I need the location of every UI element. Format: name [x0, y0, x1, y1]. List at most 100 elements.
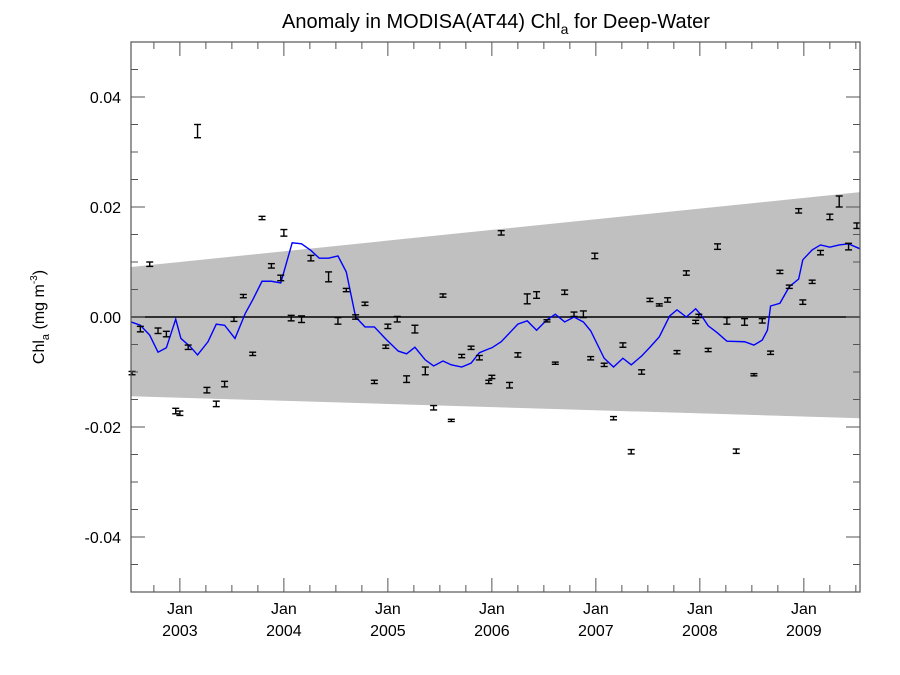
data-point	[551, 361, 559, 365]
x-tick-label-month: Jan	[687, 601, 713, 618]
data-point	[287, 314, 295, 322]
data-point	[488, 374, 496, 380]
y-axis-label: Chla (mg m-3)	[29, 270, 52, 364]
y-tick-label: 0.00	[90, 310, 121, 327]
data-point	[221, 380, 229, 388]
confidence-band	[131, 192, 860, 419]
x-tick-label-month: Jan	[583, 601, 609, 618]
data-point	[194, 123, 202, 139]
data-point	[136, 325, 144, 333]
data-point	[591, 252, 599, 260]
data-point	[280, 228, 288, 237]
data-point	[533, 291, 541, 299]
data-point	[682, 270, 690, 276]
data-point	[249, 351, 257, 357]
x-tick-label-year: 2007	[578, 623, 614, 640]
data-point	[638, 369, 646, 375]
y-tick-label: 0.04	[90, 90, 121, 107]
data-point	[514, 352, 522, 358]
data-point	[646, 297, 654, 303]
data-point	[750, 372, 758, 377]
data-point	[853, 222, 861, 230]
data-point	[826, 213, 834, 221]
data-point	[298, 315, 306, 324]
data-point	[382, 344, 390, 350]
data-point	[361, 301, 369, 307]
data-point	[610, 415, 618, 421]
x-tick-label-year: 2005	[370, 623, 406, 640]
x-tick-label-month: Jan	[167, 601, 193, 618]
data-point	[430, 404, 438, 411]
data-point	[203, 386, 211, 394]
data-point	[334, 316, 342, 325]
data-point	[785, 284, 793, 290]
data-point	[816, 249, 824, 256]
data-point	[307, 254, 315, 262]
x-tick-label-month: Jan	[791, 601, 817, 618]
data-point	[587, 355, 595, 361]
data-point	[403, 375, 411, 384]
data-point	[845, 242, 853, 251]
data-point	[714, 243, 722, 251]
data-point	[795, 207, 803, 214]
axes-layer: 0.04 0.02 0.00 -0.02 -0.04 Jan 2003 Jan 2004 Jan 2…	[85, 41, 861, 640]
data-point	[230, 316, 238, 323]
data-point	[732, 448, 740, 455]
data-point	[475, 354, 483, 361]
data-point	[776, 269, 784, 275]
data-point	[154, 327, 162, 335]
data-point	[543, 319, 551, 323]
data-point	[561, 289, 569, 296]
data-point	[692, 319, 700, 325]
data-point	[184, 344, 192, 351]
data-point	[212, 400, 220, 408]
data-point	[808, 279, 816, 285]
data-point	[277, 274, 285, 282]
y-tick-label: 0.02	[90, 200, 121, 217]
data-point	[767, 350, 775, 356]
x-tick-label-year: 2003	[162, 623, 198, 640]
data-point	[655, 303, 663, 307]
x-tick-label-month: Jan	[271, 601, 297, 618]
data-point	[370, 379, 378, 385]
data-point	[162, 330, 170, 338]
data-point	[485, 379, 493, 385]
data-point	[704, 347, 712, 353]
x-tick-label-month: Jan	[375, 601, 401, 618]
data-point	[411, 324, 419, 334]
data-point	[342, 287, 350, 293]
errorbar-layer	[128, 123, 861, 455]
data-point	[627, 448, 635, 455]
data-point	[664, 297, 672, 303]
data-point	[723, 316, 731, 325]
band-layer	[131, 192, 860, 419]
x-tick-label-year: 2008	[682, 623, 718, 640]
y-tick-label: -0.02	[85, 420, 122, 437]
smoothed-anomaly-line	[130, 241, 861, 369]
x-tick-label-year: 2006	[474, 623, 510, 640]
data-point	[673, 349, 681, 355]
data-point	[835, 195, 843, 208]
x-tick-label-month: Jan	[479, 601, 505, 618]
data-point	[695, 313, 703, 319]
data-point	[467, 345, 475, 351]
data-point	[600, 362, 608, 368]
smoothed-line-layer	[130, 241, 861, 369]
data-point	[384, 323, 392, 330]
data-point	[570, 311, 578, 318]
chart-title: Anomaly in MODISA(AT44) Chla for Deep-Wa…	[282, 11, 710, 37]
data-point	[176, 410, 184, 417]
data-point	[523, 293, 531, 305]
data-point	[325, 271, 333, 283]
data-point	[239, 293, 247, 299]
data-point	[619, 342, 627, 348]
data-point	[172, 407, 180, 415]
data-point	[741, 317, 749, 326]
data-point	[497, 229, 505, 236]
data-point	[267, 262, 275, 269]
data-point	[458, 353, 466, 359]
x-tick-label-year: 2004	[266, 623, 302, 640]
data-point	[146, 261, 154, 268]
y-tick-label: -0.04	[85, 530, 122, 547]
